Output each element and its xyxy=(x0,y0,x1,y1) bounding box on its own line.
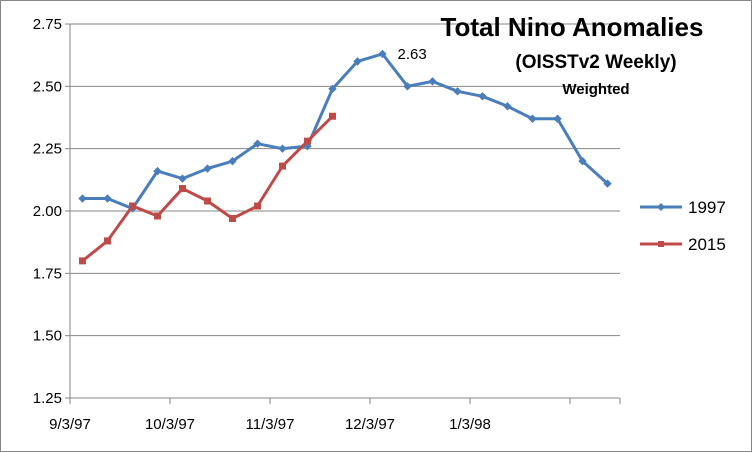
y-tick-label: 2.75 xyxy=(33,16,62,33)
data-point-1997 xyxy=(603,179,612,188)
data-label-peak: 2.63 xyxy=(398,46,427,63)
chart-title: Total Nino Anomalies xyxy=(441,12,704,42)
data-point-1997 xyxy=(353,57,362,66)
data-point-1997 xyxy=(503,102,512,111)
chart-subtitle-weighted: Weighted xyxy=(562,81,629,98)
data-point-2015 xyxy=(329,112,336,120)
series-line-1997 xyxy=(82,52,609,211)
data-point-1997 xyxy=(228,156,237,166)
data-point-1997 xyxy=(453,87,462,96)
data-point-2015 xyxy=(104,237,111,245)
y-tick-label: 1.75 xyxy=(33,265,62,282)
data-point-2015 xyxy=(179,185,186,193)
y-tick-label: 1.50 xyxy=(33,328,62,345)
data-point-1997 xyxy=(203,164,212,173)
data-point-1997 xyxy=(428,77,437,86)
data-point-2015 xyxy=(229,214,236,222)
data-point-2015 xyxy=(204,197,211,205)
legend-marker-2015 xyxy=(658,241,664,247)
series-layer: 2.63 xyxy=(78,46,612,265)
axes: 1.25 1.50 1.75 2.00 2.25 2.50 2.75 9/3/97 10/3/9… xyxy=(33,16,621,433)
x-tick-label: 12/3/97 xyxy=(345,416,395,433)
data-point-1997 xyxy=(553,114,562,123)
data-point-2015 xyxy=(154,212,161,220)
data-point-1997 xyxy=(378,49,387,59)
data-point-1997 xyxy=(78,194,87,203)
y-tick-label: 2.00 xyxy=(33,203,62,220)
data-point-1997 xyxy=(153,166,162,176)
y-tick-label: 2.25 xyxy=(33,141,62,158)
y-tick-label: 2.50 xyxy=(33,78,62,95)
x-tick-label: 1/3/98 xyxy=(449,416,491,433)
legend-label-1997: 1997 xyxy=(688,198,726,217)
x-tick-label: 10/3/97 xyxy=(145,416,195,433)
data-point-1997 xyxy=(103,194,112,203)
x-tick-label: 9/3/97 xyxy=(49,416,91,433)
data-point-1997 xyxy=(403,82,412,91)
legend: 1997 2015 xyxy=(640,198,726,254)
data-point-2015 xyxy=(254,202,261,210)
chart-subtitle: (OISSTv2 Weekly) xyxy=(515,52,676,73)
data-point-1997 xyxy=(528,114,537,123)
data-point-1997 xyxy=(578,156,587,166)
data-point-1997 xyxy=(178,174,187,183)
data-point-2015 xyxy=(79,257,86,265)
y-tick-label: 1.25 xyxy=(33,390,62,407)
legend-marker-1997 xyxy=(657,203,665,211)
legend-label-2015: 2015 xyxy=(688,235,726,254)
data-point-1997 xyxy=(478,92,487,101)
x-tick-label: 11/3/97 xyxy=(246,416,295,433)
data-point-2015 xyxy=(304,137,311,145)
data-point-2015 xyxy=(279,162,286,170)
data-point-1997 xyxy=(253,139,262,148)
data-point-1997 xyxy=(278,144,287,153)
data-point-1997 xyxy=(328,84,337,94)
data-point-2015 xyxy=(129,202,136,210)
